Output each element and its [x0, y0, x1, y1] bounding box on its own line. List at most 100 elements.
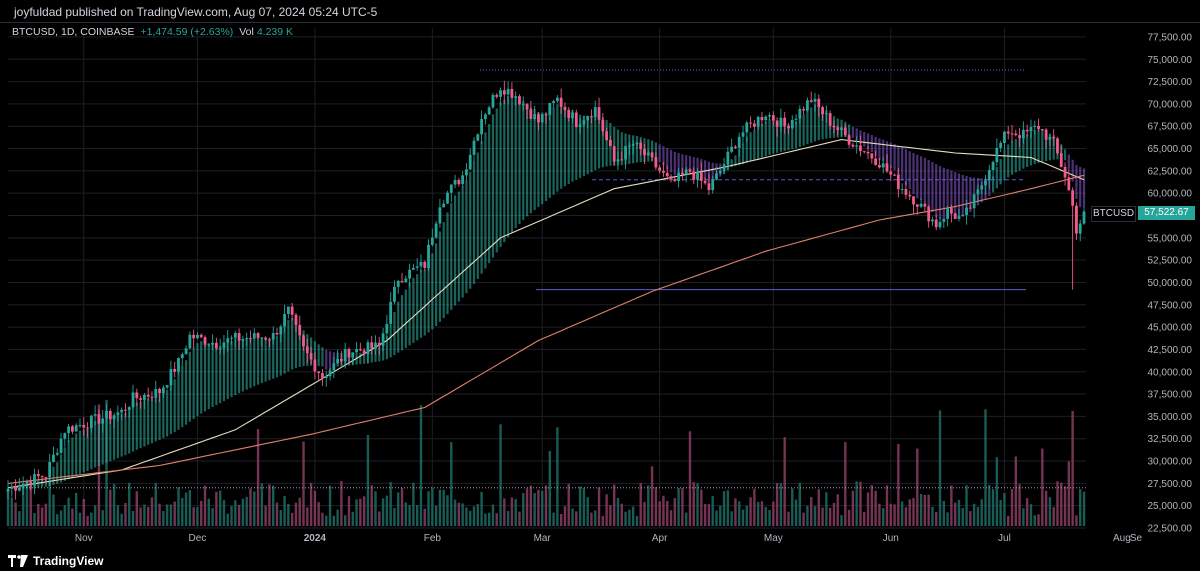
- volume-bar: [904, 507, 908, 526]
- candle-body: [537, 114, 540, 123]
- volume-bar: [59, 510, 63, 526]
- candle-body: [855, 145, 859, 147]
- volume-bar: [1056, 481, 1059, 526]
- volume-bar: [230, 506, 233, 526]
- volume-bar: [1060, 482, 1063, 526]
- volume-bar: [1079, 489, 1082, 526]
- candle-body: [1029, 127, 1033, 132]
- volume-bar: [302, 441, 305, 526]
- candle-body: [449, 184, 453, 193]
- candles: [6, 80, 1086, 500]
- volume-bar: [768, 509, 771, 526]
- volume-bar: [594, 510, 597, 526]
- volume-bar: [885, 485, 889, 526]
- candle-body: [984, 180, 987, 186]
- candle-body: [192, 334, 196, 339]
- volume-bar: [226, 513, 229, 526]
- volume-bar: [90, 512, 93, 526]
- candle-body: [987, 170, 991, 181]
- candle-body: [21, 483, 25, 488]
- volume-bar: [343, 515, 347, 526]
- candle-body: [821, 107, 824, 115]
- candle-body: [574, 112, 578, 127]
- volume-bar: [116, 505, 120, 526]
- volume-bar: [211, 508, 214, 526]
- volume-bar: [559, 513, 563, 526]
- ma-slow-line: [7, 174, 1085, 484]
- candle-body: [52, 454, 55, 462]
- candle-body: [703, 180, 707, 184]
- candle-body: [230, 337, 233, 339]
- candle-body: [343, 349, 347, 362]
- volume-bar: [518, 511, 521, 526]
- volume-bar: [105, 399, 108, 526]
- volume-bar: [791, 488, 794, 526]
- candle-body: [1048, 136, 1052, 140]
- volume-bar: [351, 511, 354, 526]
- volume-bar: [715, 510, 718, 526]
- volume-bar: [529, 485, 533, 526]
- volume-bar: [67, 497, 70, 526]
- volume-bar: [52, 494, 55, 526]
- volume-bar: [745, 505, 749, 526]
- volume-bar: [181, 497, 184, 526]
- candle-body: [1014, 133, 1018, 136]
- candle-body: [904, 189, 908, 195]
- candle-body: [82, 424, 86, 428]
- volume-bar: [469, 510, 472, 526]
- volume-bar: [234, 500, 237, 526]
- x-tick-label: May: [764, 533, 783, 544]
- candle-body: [142, 394, 146, 400]
- volume-bar: [696, 483, 699, 526]
- candle-body: [165, 385, 169, 388]
- volume-bar: [82, 498, 85, 526]
- tradingview-logo[interactable]: TradingView: [8, 554, 103, 568]
- candle-body: [627, 145, 631, 147]
- candle-body: [949, 208, 953, 214]
- candle-body: [199, 334, 203, 338]
- volume-bar: [487, 512, 491, 526]
- volume-bar: [692, 482, 695, 526]
- volume-bar: [878, 503, 881, 526]
- volume-bar: [953, 502, 957, 526]
- candle-body: [707, 183, 711, 191]
- volume-bar: [1003, 492, 1006, 526]
- candle-body: [381, 333, 385, 346]
- candle-body: [358, 349, 362, 351]
- volume-bar: [942, 500, 946, 526]
- candle-body: [995, 147, 999, 163]
- candle-body: [612, 146, 616, 162]
- candle-body: [370, 342, 374, 349]
- volume-bar: [1022, 508, 1025, 526]
- symbol-tag: BTCUSD: [1091, 206, 1136, 222]
- candle-body: [590, 116, 593, 118]
- candle-body: [294, 314, 298, 325]
- candle-body: [953, 213, 957, 219]
- volume-bar: [821, 507, 824, 526]
- candle-body: [472, 140, 476, 155]
- volume-bar: [336, 509, 339, 526]
- volume-bar: [900, 501, 904, 526]
- legend-symbol: BTCUSD, 1D, COINBASE: [12, 26, 135, 38]
- candle-body: [662, 170, 665, 173]
- candle-body: [624, 146, 627, 160]
- x-tick-label: Nov: [75, 533, 93, 544]
- candle-body: [487, 107, 491, 115]
- candle-body: [207, 344, 211, 346]
- candle-body: [688, 169, 692, 172]
- volume-bar: [1071, 411, 1074, 526]
- volume-bar: [29, 485, 32, 526]
- candle-body: [552, 101, 555, 103]
- candle-body: [222, 342, 226, 348]
- y-tick-label: 32,500.00: [1148, 434, 1193, 445]
- candle-body: [252, 333, 256, 339]
- y-tick-label: 45,000.00: [1148, 323, 1193, 334]
- y-tick-label: 42,500.00: [1148, 345, 1193, 356]
- volume-bar: [370, 485, 373, 526]
- volume-bar: [897, 443, 900, 526]
- candle-body: [1063, 166, 1067, 178]
- price-chart[interactable]: 22,500.00 25,000.00 27,500.00 30,000.00 32,5…: [0, 22, 1200, 548]
- volume-bar: [143, 504, 146, 526]
- candle-body: [942, 218, 946, 222]
- volume-bar: [935, 511, 938, 526]
